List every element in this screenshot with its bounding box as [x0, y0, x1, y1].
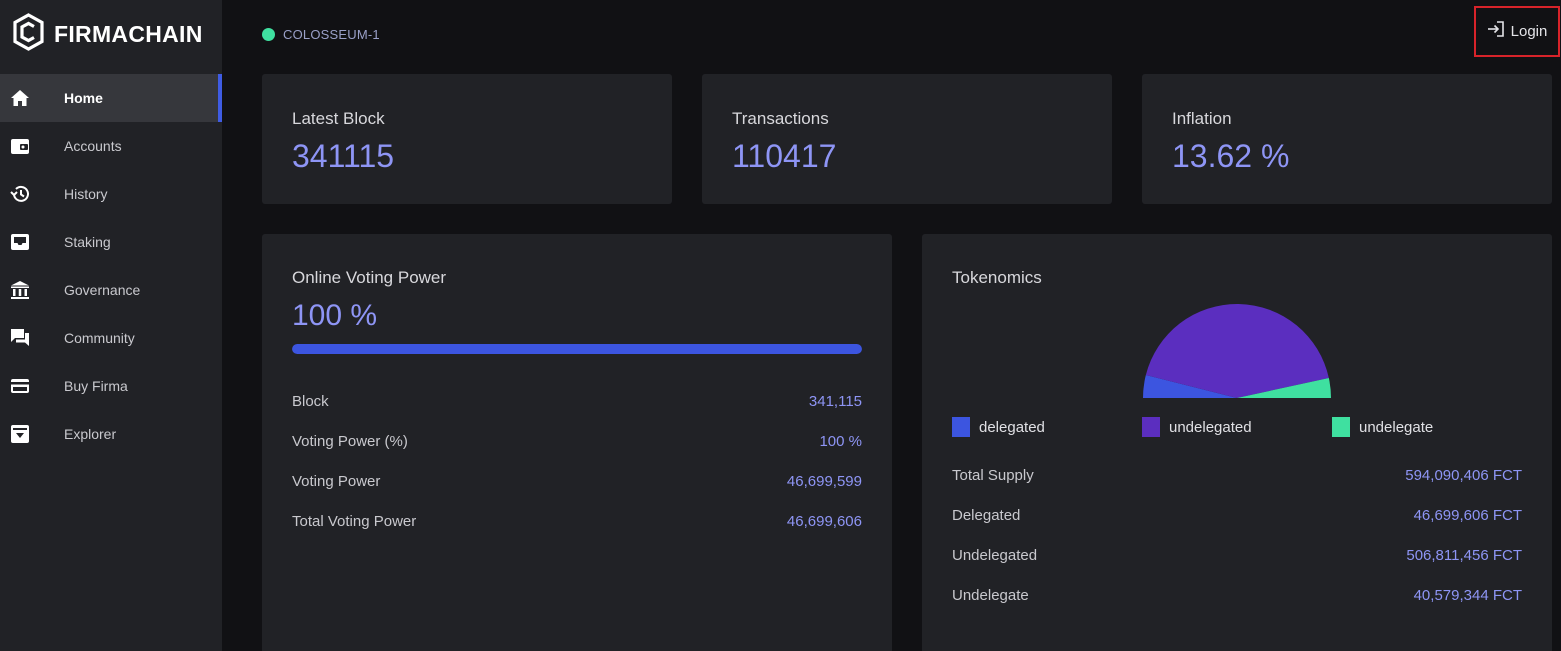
pie-slice-undelegated[interactable]	[1145, 304, 1329, 398]
sidebar-item-buy-firma[interactable]: Buy Firma	[0, 362, 222, 410]
voting-row: Total Voting Power 46,699,606	[292, 509, 862, 533]
voting-row: Voting Power 46,699,599	[292, 469, 862, 493]
row-value: 40,579,344 FCT	[1413, 586, 1522, 604]
tokenomics-row: Undelegated 506,811,456 FCT	[952, 543, 1522, 567]
voting-row: Block 341,115	[292, 389, 862, 413]
sidebar-item-label: Staking	[64, 234, 111, 250]
sidebar-item-staking[interactable]: Staking	[0, 218, 222, 266]
row-label: Total Voting Power	[292, 512, 417, 530]
latest-block-card: Latest Block 341115	[262, 74, 672, 204]
brand-logo[interactable]: FIRMACHAIN	[12, 12, 203, 56]
sidebar-item-governance[interactable]: Governance	[0, 266, 222, 314]
legend-swatch	[1142, 417, 1160, 437]
row-value: 46,699,599	[786, 472, 862, 490]
sidebar-item-accounts[interactable]: Accounts	[0, 122, 222, 170]
row-label: Delegated	[952, 506, 1021, 524]
firmachain-logo-icon	[12, 12, 45, 56]
voting-power-card: Online Voting Power 100 % Block 341,115 …	[262, 234, 892, 651]
voting-power-progress	[292, 344, 862, 354]
network-indicator: COLOSSEUM-1	[262, 27, 380, 42]
network-name: COLOSSEUM-1	[283, 27, 380, 42]
sidebar-item-label: Explorer	[64, 426, 117, 442]
sidebar-item-label: Accounts	[64, 138, 122, 154]
tokenomics-row: Delegated 46,699,606 FCT	[952, 503, 1522, 527]
voting-power-value: 100 %	[292, 299, 378, 332]
sidebar-item-community[interactable]: Community	[0, 314, 222, 362]
row-value: 506,811,456 FCT	[1406, 546, 1522, 564]
pie-slice-delegated[interactable]	[1143, 375, 1237, 398]
voting-row: Voting Power (%) 100 %	[292, 429, 862, 453]
legend-item-undelegate[interactable]: undelegate	[1332, 417, 1433, 437]
wallet-icon	[10, 136, 30, 156]
legend-label: delegated	[979, 418, 1045, 436]
inflation-card: Inflation 13.62 %	[1142, 74, 1552, 204]
stat-label: Latest Block	[292, 109, 385, 128]
sidebar: FIRMACHAIN Home Accounts History Staking	[0, 0, 222, 651]
row-label: Voting Power	[292, 472, 381, 490]
row-value: 594,090,406 FCT	[1405, 466, 1522, 484]
home-icon	[10, 88, 30, 108]
tokenomics-title: Tokenomics	[952, 268, 1042, 287]
row-label: Total Supply	[952, 466, 1034, 484]
tokenomics-card: Tokenomics delegated undelegated undeleg…	[922, 234, 1552, 651]
sidebar-item-label: Home	[64, 90, 103, 106]
sidebar-item-history[interactable]: History	[0, 170, 222, 218]
voting-power-progress-fill	[292, 344, 862, 354]
tokenomics-row: Total Supply 594,090,406 FCT	[952, 463, 1522, 487]
legend-swatch	[952, 417, 970, 437]
bank-icon	[10, 280, 30, 300]
legend-swatch	[1332, 417, 1350, 437]
brand-name: FIRMACHAIN	[54, 20, 203, 47]
history-icon	[10, 184, 30, 204]
archive-icon	[10, 424, 30, 444]
sidebar-item-label: Governance	[64, 282, 141, 298]
row-value: 46,699,606	[786, 512, 862, 530]
stat-value: 110417	[732, 138, 837, 174]
sidebar-item-label: History	[64, 186, 108, 202]
legend-item-delegated[interactable]: delegated	[952, 417, 1045, 437]
inbox-icon	[10, 232, 30, 252]
transactions-card: Transactions 110417	[702, 74, 1112, 204]
row-value: 46,699,606 FCT	[1413, 506, 1522, 524]
row-label: Block	[292, 392, 329, 410]
tokenomics-row: Undelegate 40,579,344 FCT	[952, 583, 1522, 607]
legend-item-undelegated[interactable]: undelegated	[1142, 417, 1252, 437]
sidebar-nav: Home Accounts History Staking Governance	[0, 74, 222, 458]
row-value: 100 %	[819, 432, 862, 450]
legend-label: undelegate	[1359, 418, 1434, 436]
sidebar-item-explorer[interactable]: Explorer	[0, 410, 222, 458]
row-label: Undelegate	[952, 586, 1029, 604]
legend-label: undelegated	[1169, 418, 1252, 436]
sidebar-item-label: Buy Firma	[64, 378, 128, 394]
row-label: Voting Power (%)	[292, 432, 408, 450]
login-label: Login	[1510, 23, 1548, 40]
stat-label: Inflation	[1172, 109, 1232, 128]
row-label: Undelegated	[952, 546, 1038, 564]
login-button[interactable]: Login	[1474, 6, 1560, 57]
chat-icon	[10, 328, 30, 348]
stat-value: 13.62 %	[1172, 138, 1290, 174]
row-value[interactable]: 341,115	[808, 392, 862, 410]
tokenomics-chart	[1143, 304, 1331, 398]
pie-slice-undelegate[interactable]	[1237, 377, 1331, 398]
network-status-dot	[262, 28, 275, 41]
stat-label: Transactions	[732, 109, 829, 128]
sidebar-item-home[interactable]: Home	[0, 74, 222, 122]
login-icon	[1487, 21, 1505, 42]
sidebar-item-label: Community	[64, 330, 135, 346]
voting-power-title: Online Voting Power	[292, 268, 447, 287]
stat-value: 341115	[292, 138, 395, 174]
credit-card-icon	[10, 376, 30, 396]
